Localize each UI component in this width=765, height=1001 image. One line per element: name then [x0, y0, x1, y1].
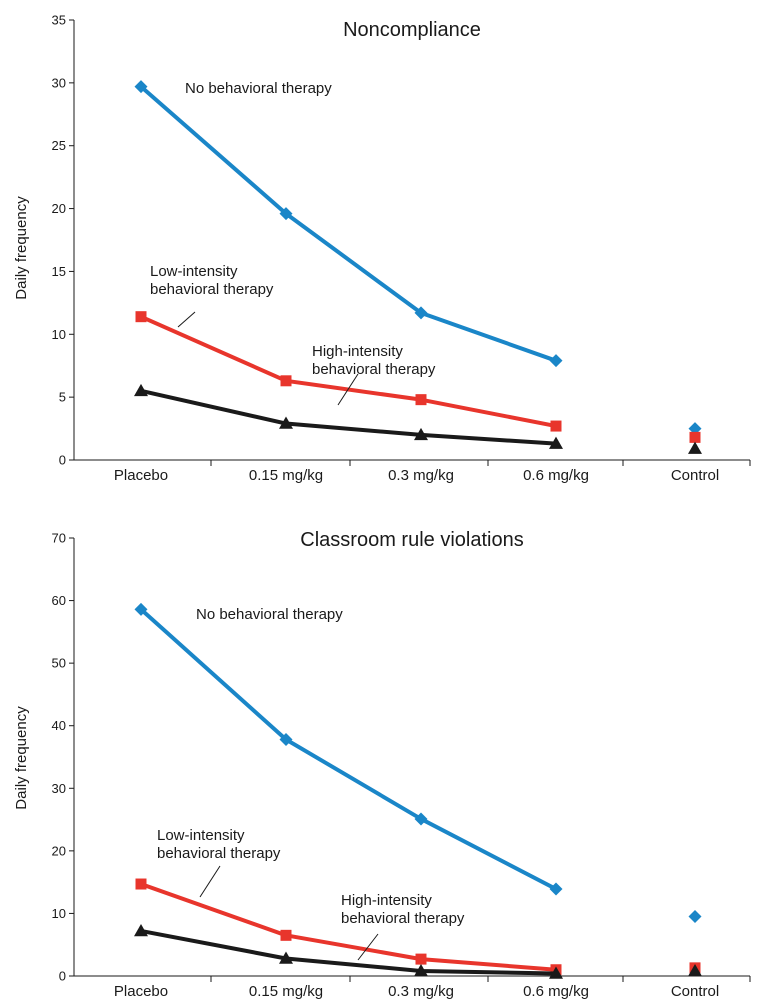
data-point: [135, 878, 147, 890]
series-line: [140, 388, 557, 446]
data-point: [415, 394, 427, 406]
y-tick-label: 0: [59, 969, 66, 984]
series-label-line: No behavioral therapy: [196, 606, 343, 623]
series-label-line: High-intensity: [312, 343, 403, 360]
y-tick-label: 25: [52, 138, 66, 153]
series-label: No behavioral therapy: [185, 80, 332, 97]
data-point: [279, 951, 293, 964]
series-label-line: behavioral therapy: [157, 845, 281, 862]
y-tick-label: 10: [52, 906, 66, 921]
y-tick-label: 40: [52, 718, 66, 733]
data-point: [415, 953, 427, 965]
series-1: [134, 602, 702, 924]
noncompliance-chart: Noncompliance Daily frequency 0 5 10 15 20 25 30…: [13, 13, 751, 484]
series-label-line: behavioral therapy: [312, 361, 436, 378]
y-axis-label: Daily frequency: [13, 196, 30, 300]
series-2: [135, 311, 701, 443]
series-1: [134, 80, 702, 436]
series-label-leader: [337, 373, 359, 406]
x-tick-label: Placebo: [114, 983, 168, 1000]
control-point: [688, 910, 702, 924]
y-axis-label: Daily frequency: [13, 706, 30, 810]
series-line: [140, 882, 557, 972]
series-line: [140, 314, 557, 429]
x-tick-label: Control: [671, 467, 719, 484]
x-tick-label: Placebo: [114, 467, 168, 484]
y-tick-label: 30: [52, 781, 66, 796]
series-label-line: No behavioral therapy: [185, 80, 332, 97]
chart-title: Classroom rule violations: [300, 529, 523, 551]
series-label-leader: [357, 933, 379, 961]
x-tick-label: 0.6 mg/kg: [523, 983, 589, 1000]
control-point: [689, 431, 701, 443]
data-point: [549, 882, 563, 896]
y-tick-label: 50: [52, 656, 66, 671]
x-tick-label: 0.15 mg/kg: [249, 467, 323, 484]
y-tick-label: 70: [52, 531, 66, 546]
series-label: High-intensity behavioral therapy: [341, 892, 465, 927]
y-tick-label: 0: [59, 453, 66, 468]
y-tick-label: 20: [52, 843, 66, 858]
classroom-rule-violations-chart: Classroom rule violations Daily frequency…: [13, 529, 751, 1000]
y-tick-label: 30: [52, 75, 66, 90]
series-label-leader: [199, 865, 221, 898]
data-point: [279, 732, 293, 746]
data-point: [414, 812, 428, 826]
data-point: [134, 923, 148, 937]
control-point: [688, 441, 702, 454]
data-point: [549, 354, 563, 368]
series-label: No behavioral therapy: [196, 606, 343, 623]
series-label-line: Low-intensity: [157, 827, 245, 844]
data-point: [280, 375, 292, 387]
y-tick-label: 35: [52, 13, 66, 28]
x-tick-label: 0.3 mg/kg: [388, 983, 454, 1000]
series-line: [140, 928, 557, 976]
y-tick-label: 10: [52, 327, 66, 342]
data-point: [134, 383, 148, 397]
y-tick-label: 60: [52, 593, 66, 608]
series-label: Low-intensity behavioral therapy: [150, 263, 274, 298]
series-label: High-intensity behavioral therapy: [312, 343, 436, 378]
y-tick-label: 20: [52, 201, 66, 216]
series-label: Low-intensity behavioral therapy: [157, 827, 281, 862]
x-tick-label: 0.15 mg/kg: [249, 983, 323, 1000]
data-point: [550, 420, 562, 432]
series-line: [139, 85, 557, 363]
data-point: [279, 416, 293, 429]
control-point: [688, 963, 702, 977]
series-label-line: behavioral therapy: [150, 281, 274, 298]
data-point: [280, 929, 292, 941]
data-point: [134, 602, 148, 616]
series-label-line: behavioral therapy: [341, 910, 465, 927]
data-point: [414, 963, 428, 977]
series-label-leader: [177, 311, 196, 328]
x-tick-label: Control: [671, 983, 719, 1000]
series-3: [134, 383, 702, 454]
y-tick-label: 15: [52, 264, 66, 279]
chart-title: Noncompliance: [343, 19, 481, 41]
data-point: [549, 436, 563, 449]
series-label-line: Low-intensity: [150, 263, 238, 280]
data-point: [279, 207, 293, 221]
series-label-line: High-intensity: [341, 892, 432, 909]
x-tick-label: 0.3 mg/kg: [388, 467, 454, 484]
data-point: [414, 306, 428, 320]
data-point: [414, 427, 428, 441]
x-tick-label: 0.6 mg/kg: [523, 467, 589, 484]
series-line: [139, 607, 557, 891]
control-point: [688, 422, 702, 436]
series-3: [134, 923, 702, 979]
data-point: [134, 80, 148, 94]
y-tick-label: 5: [59, 390, 66, 405]
data-point: [549, 966, 563, 979]
data-point: [135, 311, 147, 323]
